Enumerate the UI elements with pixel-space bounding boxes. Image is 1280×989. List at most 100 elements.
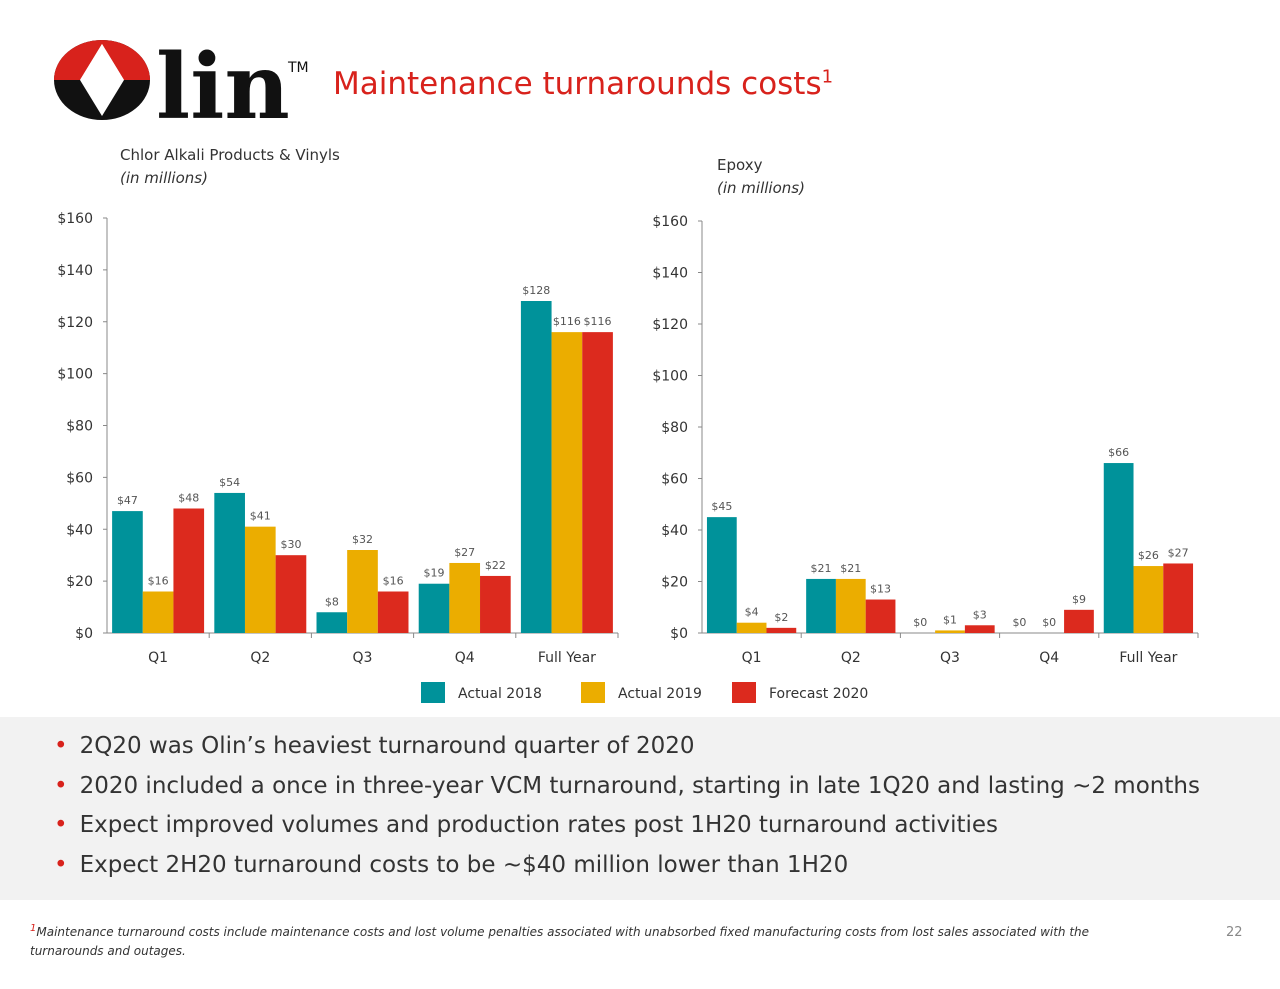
bullet: 2020 included a once in three-year VCM t…	[54, 773, 1280, 813]
bar	[520, 301, 552, 633]
data-label: $3	[973, 608, 987, 621]
x-tick-label: Full Year	[538, 650, 596, 666]
data-label: $26	[1138, 549, 1159, 562]
x-tick-label: Q2	[250, 650, 270, 666]
data-label: $27	[1168, 546, 1189, 559]
x-tick-label: Q1	[742, 650, 762, 666]
bullet-panel: 2Q20 was Olin’s heaviest turnaround quar…	[0, 717, 1280, 900]
y-tick-label: $0	[670, 626, 688, 642]
x-tick-label: Q1	[148, 650, 168, 666]
bar	[377, 591, 409, 633]
data-label: $48	[178, 492, 199, 505]
x-tick-label: Q2	[841, 650, 861, 666]
data-label: $19	[424, 567, 445, 580]
title-text: Maintenance turnarounds costs	[333, 66, 822, 102]
svg-text:TM: TM	[287, 60, 309, 76]
right-chart-subtitle: (in millions)	[717, 179, 805, 197]
y-tick-label: $160	[652, 214, 688, 230]
data-label: $0	[1012, 616, 1026, 629]
y-tick-label: $80	[66, 419, 93, 435]
data-label: $1	[943, 613, 957, 626]
data-label: $21	[840, 562, 861, 575]
data-label: $47	[117, 494, 138, 507]
bar	[1133, 566, 1164, 633]
bar	[112, 511, 143, 633]
y-tick-label: $60	[66, 470, 93, 486]
legend-label: Actual 2019	[618, 686, 702, 702]
legend-label: Forecast 2020	[769, 686, 868, 702]
bar	[480, 575, 511, 633]
y-tick-label: $100	[57, 367, 93, 383]
data-label: $128	[522, 284, 550, 297]
bar	[275, 555, 307, 633]
olin-logo: lin TM	[52, 34, 312, 140]
left-chart-title: Chlor Alkali Products & Vinyls	[120, 146, 340, 164]
right-chart-title: Epoxy	[717, 156, 763, 174]
data-label: $66	[1108, 446, 1129, 459]
data-label: $116	[584, 315, 612, 328]
y-tick-label: $80	[661, 420, 688, 436]
y-tick-label: $0	[75, 626, 93, 642]
data-label: $41	[250, 510, 271, 523]
bar	[806, 578, 836, 633]
page-title: Maintenance turnarounds costs1	[333, 66, 833, 102]
data-label: $116	[553, 315, 581, 328]
bar	[835, 578, 866, 633]
bar	[964, 625, 995, 633]
bar	[736, 622, 767, 633]
legend-swatch	[581, 682, 605, 703]
y-tick-label: $100	[652, 369, 688, 385]
left-chart-heading: Chlor Alkali Products & Vinyls (in millio…	[120, 144, 340, 190]
y-tick-label: $20	[661, 575, 688, 591]
bar	[766, 627, 797, 633]
data-label: $16	[383, 575, 404, 588]
title-footnote-mark: 1	[821, 66, 834, 88]
x-tick-label: Q3	[940, 650, 960, 666]
bar	[347, 550, 378, 633]
footnote: 1Maintenance turnaround costs include ma…	[30, 919, 1150, 961]
y-tick-label: $60	[661, 472, 688, 488]
legend-swatch	[732, 682, 756, 703]
data-label: $9	[1072, 593, 1086, 606]
data-label: $30	[280, 538, 301, 551]
bar	[173, 508, 205, 633]
y-tick-label: $120	[57, 315, 93, 331]
y-tick-label: $20	[66, 574, 93, 590]
x-tick-label: Full Year	[1119, 650, 1177, 666]
bullet: Expect improved volumes and production r…	[54, 812, 1280, 852]
page-number: 22	[1226, 925, 1243, 940]
y-tick-label: $40	[66, 522, 93, 538]
footnote-mark: 1	[30, 923, 37, 934]
x-tick-label: Q4	[1039, 650, 1059, 666]
bar	[551, 332, 583, 633]
bar	[142, 591, 174, 633]
bar	[418, 583, 450, 633]
bar	[214, 492, 245, 633]
bar	[582, 332, 613, 633]
y-tick-label: $40	[661, 523, 688, 539]
data-label: $0	[913, 616, 927, 629]
legend-swatch	[421, 682, 445, 703]
bar	[706, 517, 737, 633]
data-label: $22	[485, 559, 506, 572]
data-label: $21	[811, 562, 832, 575]
data-label: $4	[745, 606, 759, 619]
data-label: $32	[352, 533, 373, 546]
bar	[865, 599, 896, 633]
data-label: $27	[454, 546, 475, 559]
data-label: $45	[711, 500, 732, 513]
bar	[1103, 463, 1134, 633]
footnote-text: Maintenance turnaround costs include mai…	[30, 925, 1090, 958]
y-tick-label: $160	[57, 211, 93, 227]
bar	[1163, 563, 1194, 633]
bar	[244, 526, 276, 633]
y-tick-label: $140	[57, 263, 93, 279]
bullet: 2Q20 was Olin’s heaviest turnaround quar…	[54, 733, 1280, 773]
bar	[449, 562, 481, 633]
data-label: $0	[1042, 616, 1056, 629]
y-tick-label: $140	[652, 266, 688, 282]
x-tick-label: Q4	[455, 650, 475, 666]
x-tick-label: Q3	[353, 650, 373, 666]
y-tick-label: $120	[652, 317, 688, 333]
data-label: $8	[325, 595, 339, 608]
